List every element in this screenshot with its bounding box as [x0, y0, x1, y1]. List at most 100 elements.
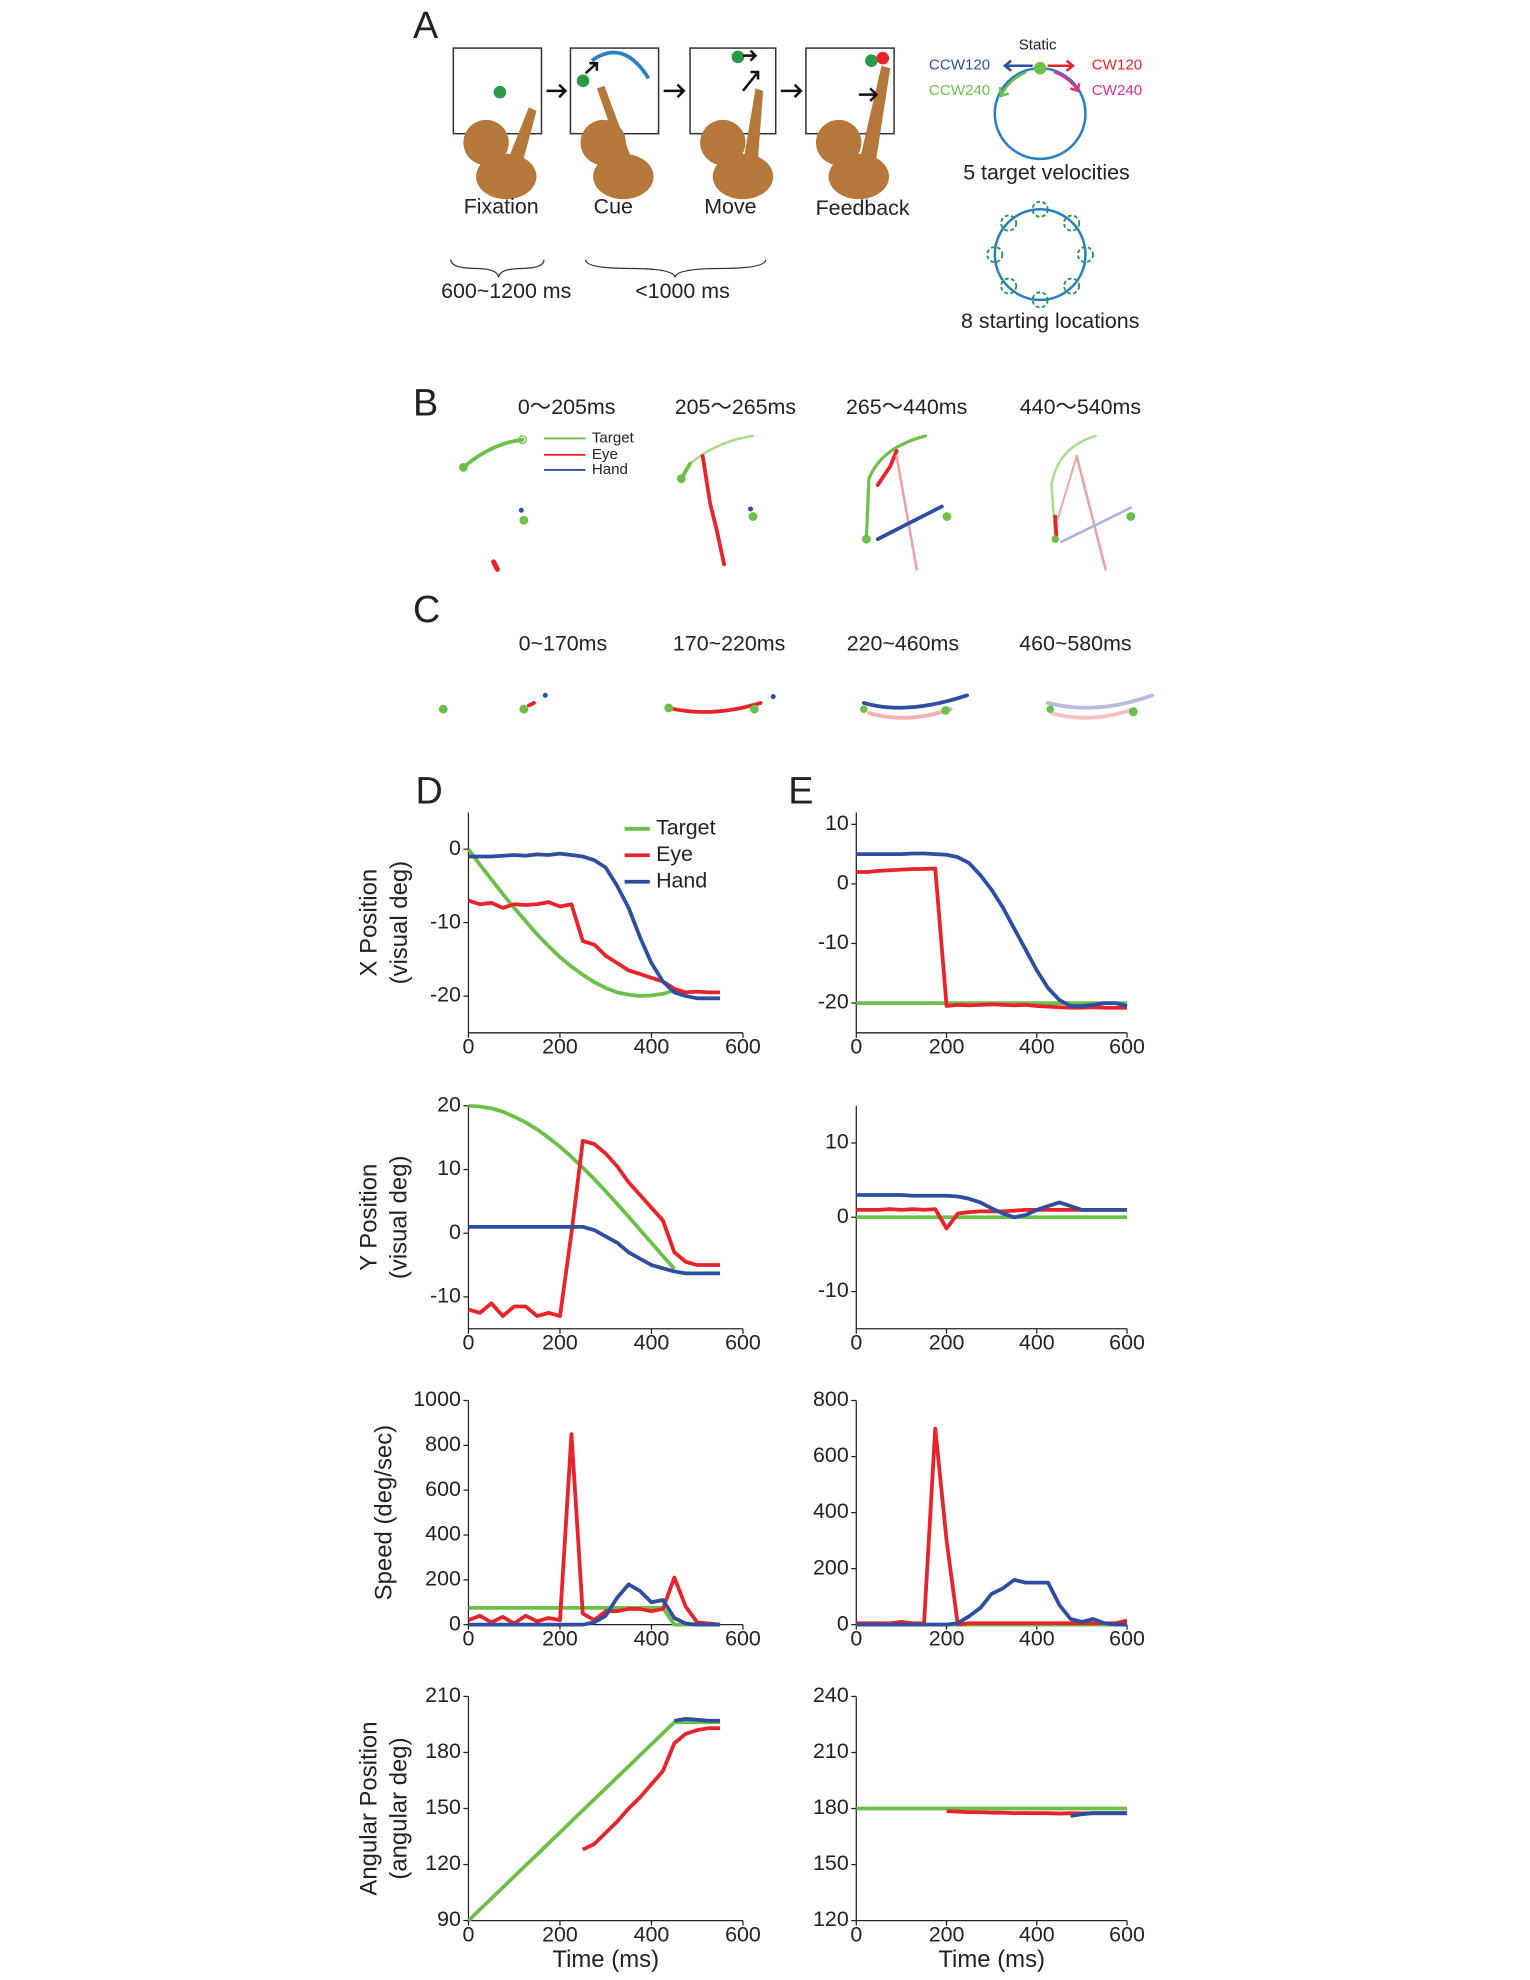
y-tick-label: 400: [425, 1522, 461, 1546]
time-window: 205～265ms: [675, 395, 796, 419]
brace: [584, 259, 767, 278]
data-line: [468, 1582, 721, 1627]
y-tick-label: 600: [425, 1477, 461, 1501]
x-tick-label: 200: [929, 1922, 965, 1946]
y-tick-label: 150: [813, 1851, 849, 1875]
data-line: [467, 898, 721, 995]
data-line: [468, 1606, 721, 1627]
x-tick-label: 600: [725, 1626, 761, 1650]
x-tick-label: 200: [542, 1035, 578, 1059]
x-tick-label: 600: [1109, 1922, 1145, 1946]
panel-letter: E: [788, 771, 813, 813]
velocity-label: CW120: [1092, 57, 1142, 74]
y-tick-label: 150: [425, 1795, 461, 1819]
y-tick-label: 200: [813, 1555, 849, 1579]
x-tick-label: 400: [1019, 1626, 1055, 1650]
velocity-label: Static: [1019, 37, 1057, 54]
arrows: [546, 49, 879, 102]
y-axis-label: Speed (deg/sec): [371, 1425, 398, 1600]
trajectories-b: [459, 434, 1136, 572]
y-tick-label: -10: [818, 1278, 849, 1302]
trajectory-legend: [544, 437, 586, 471]
time-window: 170~220ms: [673, 632, 785, 656]
diagram-caption: 5 target velocities: [963, 161, 1129, 185]
panel-letter: C: [413, 589, 440, 631]
legend-label: Eye: [656, 842, 693, 866]
duration-label: 600~1200 ms: [441, 279, 571, 303]
y-tick-label: 10: [825, 1130, 849, 1154]
x-tick-label: 600: [725, 1922, 761, 1946]
task-markers: [493, 50, 890, 99]
y-tick-label: 0: [449, 836, 461, 860]
x-tick-label: 0: [462, 1331, 474, 1355]
x-tick-label: 200: [542, 1626, 578, 1650]
y-tick-label: 1000: [413, 1387, 461, 1411]
data-line: [466, 848, 675, 998]
y-tick-label: 180: [425, 1739, 461, 1763]
x-tick-label: 0: [850, 1922, 862, 1946]
y-tick-label: 210: [813, 1739, 849, 1763]
time-window: 220~460ms: [847, 632, 959, 656]
data-line: [674, 1716, 721, 1723]
x-tick-label: 600: [725, 1331, 761, 1355]
monkeys: [463, 65, 891, 200]
stage-label: Move: [704, 195, 756, 219]
brace: [450, 259, 545, 278]
y-tick-label: -10: [818, 930, 849, 954]
locations-diagram: [986, 200, 1094, 309]
y-tick-label: 10: [825, 811, 849, 835]
stage-label: Feedback: [816, 196, 910, 220]
x-tick-label: 600: [1109, 1626, 1145, 1650]
x-tick-label: 400: [634, 1922, 670, 1946]
data-line: [467, 1138, 721, 1318]
y-tick-label: -10: [430, 1284, 461, 1308]
legend-label: Eye: [592, 446, 618, 463]
data-line: [468, 1103, 676, 1271]
y-tick-label: 0: [449, 1220, 461, 1244]
y-tick-label: 180: [813, 1795, 849, 1819]
data-line: [856, 1577, 1128, 1627]
legend-label: Hand: [592, 461, 628, 478]
x-tick-label: 0: [850, 1626, 862, 1650]
x-tick-label: 0: [462, 1922, 474, 1946]
y-tick-label: 200: [425, 1566, 461, 1590]
y-tick-label: 400: [813, 1499, 849, 1523]
x-tick-label: 400: [1019, 1331, 1055, 1355]
x-tick-label: 400: [1019, 1922, 1055, 1946]
y-axis-label: X Position: [356, 869, 383, 977]
y-tick-label: 210: [425, 1683, 461, 1707]
y-tick-label: 0: [837, 871, 849, 895]
velocity-label: CW240: [1092, 82, 1142, 99]
y-axis-label: Angular Position: [356, 1721, 383, 1895]
x-tick-label: 200: [929, 1035, 965, 1059]
x-tick-label: 600: [1109, 1331, 1145, 1355]
data-line: [468, 851, 721, 1001]
y-tick-label: 0: [837, 1611, 849, 1635]
x-tick-label: 0: [462, 1626, 474, 1650]
panel-letter: D: [416, 771, 443, 813]
stage-label: Fixation: [464, 195, 539, 219]
x-tick-label: 0: [462, 1035, 474, 1059]
data-line: [856, 1193, 1128, 1220]
velocity-label: CCW240: [929, 82, 990, 99]
stage-label: Cue: [594, 195, 633, 219]
y-tick-label: 10: [437, 1156, 461, 1180]
x-tick-label: 400: [634, 1626, 670, 1650]
y-axis-label: Y Position: [356, 1164, 383, 1271]
panel-letter: A: [413, 5, 439, 47]
y-tick-label: -10: [430, 909, 461, 933]
x-tick-label: 400: [634, 1035, 670, 1059]
y-tick-label: -20: [430, 983, 461, 1007]
y-tick-label: 0: [449, 1611, 461, 1635]
y-tick-label: -20: [818, 990, 849, 1014]
panel-letter: B: [413, 383, 438, 425]
y-axis-label: (angular deg): [386, 1737, 413, 1879]
legend-label: Target: [592, 429, 635, 446]
data-line: [856, 851, 1128, 1008]
x-tick-label: 400: [1019, 1035, 1055, 1059]
time-window: 0~170ms: [519, 632, 608, 656]
x-tick-label: 400: [634, 1331, 670, 1355]
time-window: 0～205ms: [518, 395, 616, 419]
